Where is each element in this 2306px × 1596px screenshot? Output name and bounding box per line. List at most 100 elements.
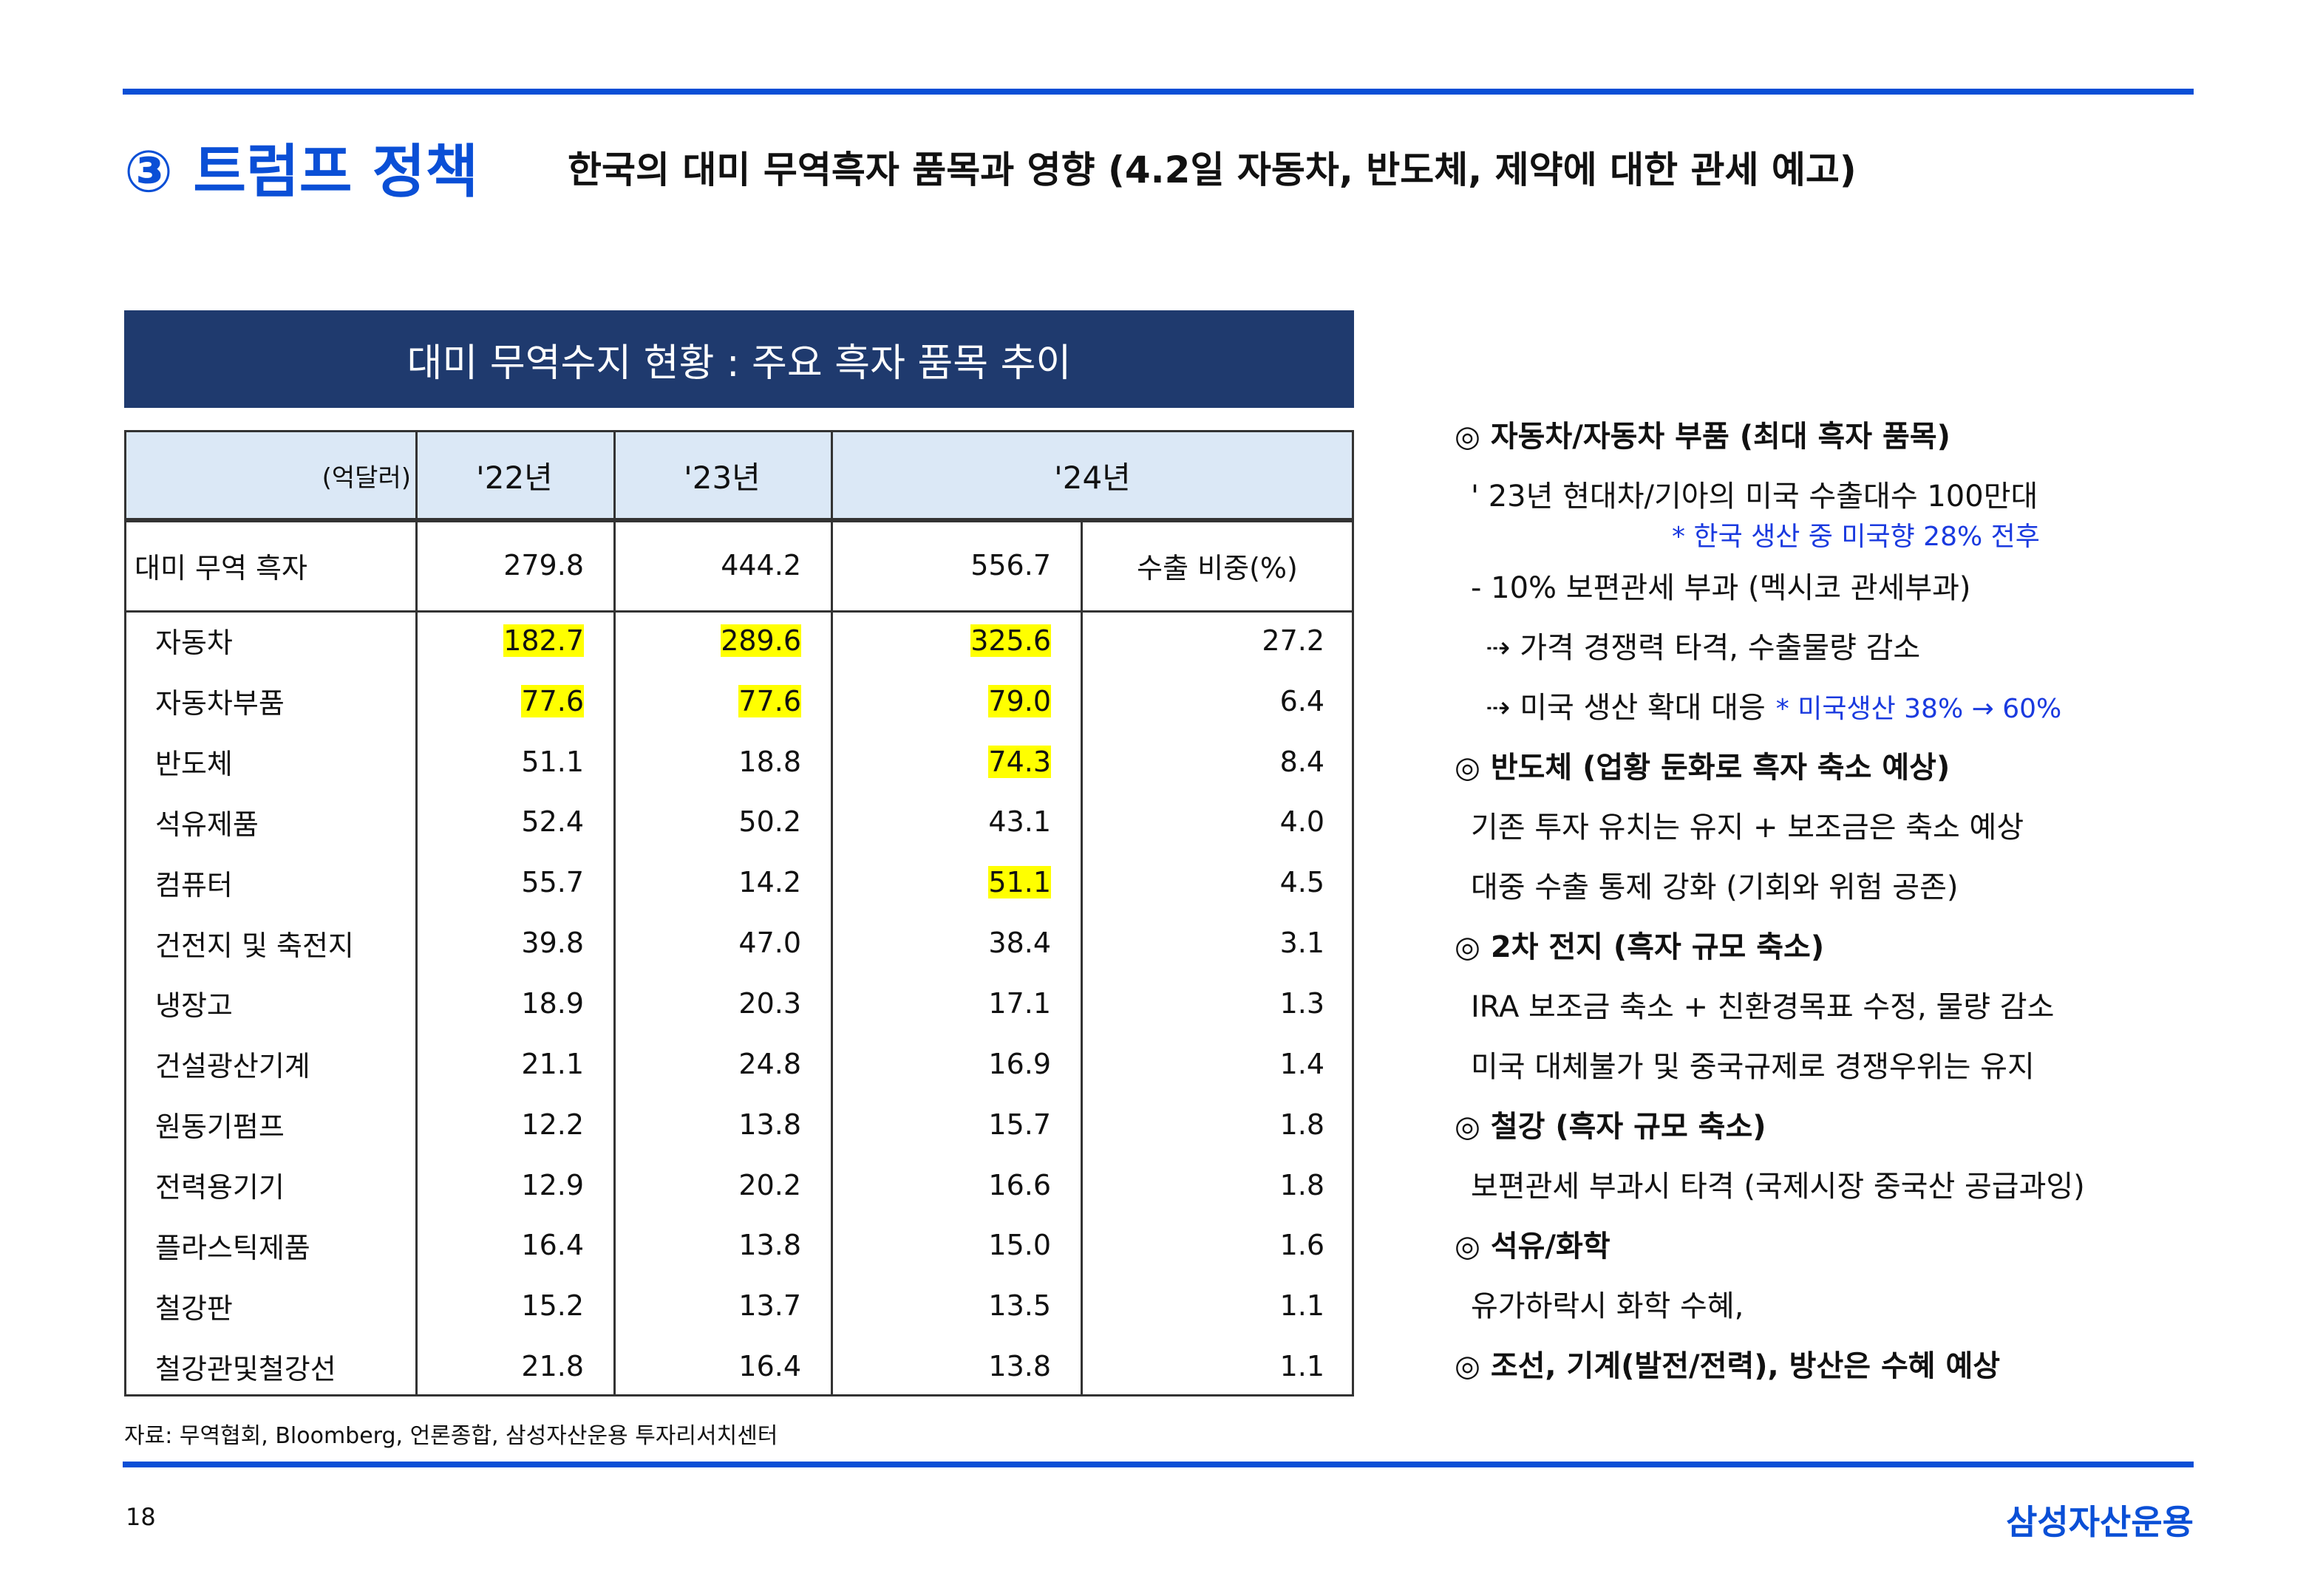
col-header: '24년 <box>1054 459 1131 496</box>
row-cell: 20.3 <box>613 973 801 1034</box>
row-label: 냉장고 <box>155 989 233 1023</box>
row-label: 원동기펌프 <box>155 1111 285 1144</box>
cell-value: 20.2 <box>738 1168 801 1201</box>
cell-value: 182.7 <box>503 624 584 657</box>
row-cell: 16.6 <box>831 1155 1051 1215</box>
row-cell: 77.6 <box>415 671 584 732</box>
cell-value: 16.4 <box>738 1350 801 1383</box>
note-line: 대중 수출 통제 강화 (기회와 위험 공존) <box>1471 870 1959 904</box>
col-header: '23년 <box>684 459 761 496</box>
row-cell: 27.2 <box>1081 610 1324 671</box>
cell-value: 13.5 <box>988 1289 1051 1323</box>
row-cell: 52.4 <box>415 792 584 853</box>
row-label: 컴퓨터 <box>155 868 233 901</box>
note-line: * 한국 생산 중 미국향 28% 전후 <box>1672 522 2040 552</box>
note-line: ◎ 자동차/자동차 부품 (최대 흑자 품목) <box>1455 420 1950 454</box>
note-line: 유가하락시 화학 수혜, <box>1471 1289 1744 1323</box>
row-label: 자동차부품 <box>155 687 285 720</box>
col-rule <box>613 430 616 1396</box>
cell-value: 52.4 <box>521 805 584 839</box>
row-cell: 51.1 <box>415 732 584 792</box>
cell-value: 27.2 <box>1262 624 1324 657</box>
cell-value: 20.3 <box>738 986 801 1020</box>
cell-value: 14.2 <box>738 866 801 899</box>
note-line: ⇢ 가격 경쟁력 타격, 수출물량 감소 <box>1486 631 1921 665</box>
cell-value: 1.1 <box>1279 1289 1324 1323</box>
subtitle: 한국의 대미 무역흑자 품목과 영향 (4.2일 자동차, 반도체, 제약에 대… <box>568 149 1857 191</box>
row-cell: 12.9 <box>415 1155 584 1215</box>
row-cell: 12.2 <box>415 1094 584 1155</box>
note-line: ◎ 석유/화학 <box>1455 1230 1611 1264</box>
brand: 삼성자산운용 <box>2006 1502 2194 1542</box>
row-cell: 18.9 <box>415 973 584 1034</box>
row-label: 철강판 <box>155 1292 233 1325</box>
cell-value: 13.8 <box>738 1229 801 1262</box>
cell-value: 15.7 <box>988 1108 1051 1141</box>
row-label: 건설광산기계 <box>155 1050 310 1083</box>
row-cell: 13.5 <box>831 1275 1051 1336</box>
row-cell: 50.2 <box>613 792 801 853</box>
cell-value: 3.1 <box>1279 927 1324 960</box>
cell-value: 55.7 <box>521 866 584 899</box>
cell-value: 77.6 <box>738 684 801 717</box>
row-cell: 39.8 <box>415 913 584 973</box>
row-label: 전력용기기 <box>155 1171 285 1204</box>
row-cell: 4.0 <box>1081 792 1324 853</box>
note-line: ' 23년 현대차/기아의 미국 수출대수 100만대 <box>1471 480 2038 514</box>
row-cell: 1.4 <box>1081 1034 1324 1094</box>
note-line: ◎ 2차 전지 (흑자 규모 축소) <box>1455 930 1825 964</box>
col-rule <box>415 430 418 1396</box>
row-cell: 13.8 <box>831 1336 1051 1396</box>
col-rule <box>1081 520 1083 1396</box>
row-rule <box>124 610 1354 613</box>
cell-value: 4.5 <box>1279 866 1324 899</box>
row-label: 석유제품 <box>155 808 259 841</box>
cell-value: 16.9 <box>988 1047 1051 1080</box>
col-header: '22년 <box>476 459 553 496</box>
row-cell: 182.7 <box>415 610 584 671</box>
row-cell: 6.4 <box>1081 671 1324 732</box>
row-cell: 1.8 <box>1081 1094 1324 1155</box>
table-border <box>124 430 1354 1396</box>
note-line: 보편관세 부과시 타격 (국제시장 중국산 공급과잉) <box>1471 1170 2085 1204</box>
row-cell: 15.2 <box>415 1275 584 1336</box>
top-rule <box>123 89 2194 95</box>
row-cell: 16.4 <box>415 1215 584 1275</box>
total-value: 556.7 <box>970 549 1051 582</box>
page-number: 18 <box>126 1503 156 1531</box>
cell-value: 43.1 <box>988 805 1051 839</box>
row-label: 자동차 <box>155 627 233 660</box>
row-cell: 21.1 <box>415 1034 584 1094</box>
row-cell: 13.8 <box>613 1094 801 1155</box>
row-rule <box>124 520 1354 522</box>
row-cell: 16.9 <box>831 1034 1051 1094</box>
cell-value: 12.2 <box>521 1108 584 1141</box>
row-cell: 38.4 <box>831 913 1051 973</box>
note-line: - 10% 보편관세 부과 (멕시코 관세부과) <box>1471 571 1971 605</box>
cell-value: 16.4 <box>521 1229 584 1262</box>
col-rule <box>831 430 833 1396</box>
cell-value: 15.0 <box>988 1229 1051 1262</box>
total-value: 444.2 <box>721 549 801 582</box>
row-cell: 8.4 <box>1081 732 1324 792</box>
row-cell: 17.1 <box>831 973 1051 1034</box>
note-line: IRA 보조금 축소 + 친환경목표 수정, 물량 감소 <box>1471 990 2055 1024</box>
cell-value: 50.2 <box>738 805 801 839</box>
cell-value: 13.7 <box>738 1289 801 1323</box>
row-cell: 16.4 <box>613 1336 801 1396</box>
row-cell: 21.8 <box>415 1336 584 1396</box>
row-cell: 79.0 <box>831 671 1051 732</box>
cell-value: 51.1 <box>988 866 1051 899</box>
row-cell: 1.8 <box>1081 1155 1324 1215</box>
note-line: ⇢ 미국 생산 확대 대응 * 미국생산 38% → 60% <box>1486 691 2062 725</box>
total-share-label: 수출 비중(%) <box>1137 551 1298 584</box>
row-label: 건전지 및 축전지 <box>155 929 354 962</box>
row-label: 철강관및철강선 <box>155 1352 336 1385</box>
cell-value: 1.4 <box>1279 1047 1324 1080</box>
cell-value: 1.8 <box>1279 1108 1324 1141</box>
cell-value: 13.8 <box>988 1350 1051 1383</box>
cell-value: 24.8 <box>738 1047 801 1080</box>
row-cell: 47.0 <box>613 913 801 973</box>
row-cell: 325.6 <box>831 610 1051 671</box>
